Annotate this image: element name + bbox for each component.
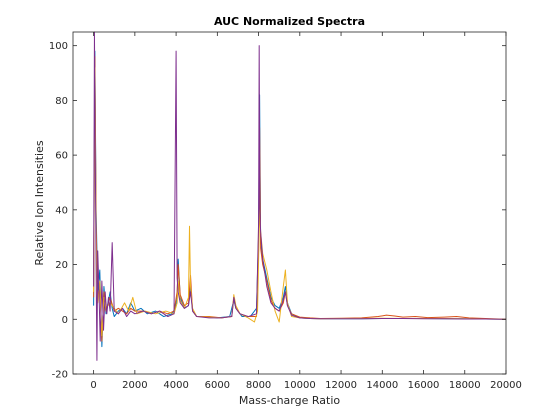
y-axis-label: Relative Ion Intensities	[33, 140, 46, 265]
x-tick-label: 16000	[408, 380, 440, 391]
series-layer	[93, 31, 507, 361]
y-tick-label: 0	[62, 315, 68, 326]
axes-box	[72, 31, 507, 375]
x-tick-label: 0	[90, 380, 96, 391]
y-tick-label: -20	[52, 370, 68, 381]
series-line-4	[93, 31, 507, 361]
y-tick-label: 60	[55, 151, 68, 162]
x-axis-label: Mass-charge Ratio	[239, 394, 341, 407]
y-tick-label: 100	[49, 41, 68, 52]
x-axis: 0 2000 4000 6000 8000 10000 12000 14000 16000 180…	[90, 32, 522, 391]
x-tick-label: 18000	[449, 380, 481, 391]
y-tick-label: 20	[55, 260, 68, 271]
y-tick-label: 80	[55, 96, 68, 107]
y-axis: -20 0 20 40 60 80 100	[49, 41, 506, 381]
x-tick-label: 4000	[163, 380, 188, 391]
x-tick-label: 12000	[325, 380, 357, 391]
x-tick-label: 6000	[205, 380, 230, 391]
x-tick-label: 20000	[490, 380, 522, 391]
x-tick-label: 8000	[246, 380, 271, 391]
x-tick-label: 10000	[284, 380, 316, 391]
x-tick-label: 2000	[122, 380, 147, 391]
chart-title: AUC Normalized Spectra	[214, 15, 365, 28]
y-tick-label: 40	[55, 205, 68, 216]
axes-background	[73, 32, 506, 374]
x-tick-label: 14000	[366, 380, 398, 391]
